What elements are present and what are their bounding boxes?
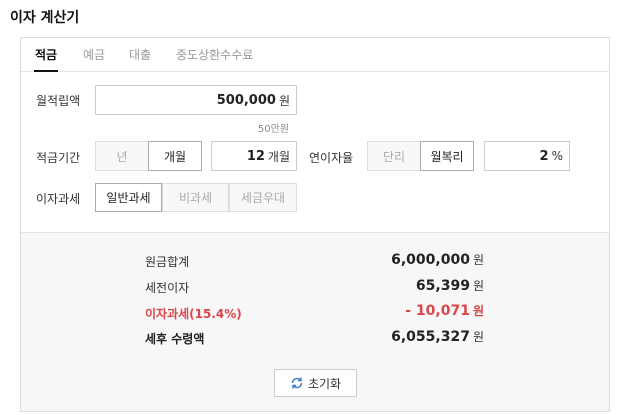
reset-label: 초기화 xyxy=(307,376,342,391)
rate-input[interactable]: 2% xyxy=(484,141,570,171)
reset-button[interactable]: 초기화 xyxy=(274,369,357,397)
tax-label: 이자과세 xyxy=(36,192,81,206)
monthly-amount-input[interactable]: 500,000 원 xyxy=(95,85,297,115)
after-tax-label: 세후 수령액 xyxy=(145,332,205,346)
period-label: 적금기간 xyxy=(36,151,81,165)
after-tax-value: 6,055,327 원 xyxy=(391,329,484,345)
pretax-interest-label: 세전이자 xyxy=(145,281,190,295)
monthly-label: 월적립액 xyxy=(36,94,81,108)
period-value: 12 xyxy=(246,148,265,164)
tax-preferential-option[interactable]: 세금우대 xyxy=(229,183,297,212)
principal-value: 6,000,000 원 xyxy=(391,252,484,268)
tab-bar: 적금 예금 대출 중도상환수수료 xyxy=(21,38,609,72)
period-input[interactable]: 12 개월 xyxy=(211,141,297,171)
page-title: 이자 계산기 xyxy=(10,10,80,26)
tab-deposit[interactable]: 예금 xyxy=(83,48,106,62)
rate-compound-option[interactable]: 월복리 xyxy=(420,141,474,171)
unit: % xyxy=(551,149,563,163)
calculator-card: 적금 예금 대출 중도상환수수료 월적립액 500,000 원 50만원 적금기간… xyxy=(20,37,610,412)
period-month-option[interactable]: 개월 xyxy=(148,141,202,171)
unit: 개월 xyxy=(267,149,290,164)
tab-loan[interactable]: 대출 xyxy=(129,48,152,62)
tab-savings[interactable]: 적금 xyxy=(33,48,59,72)
pretax-interest-value: 65,399 원 xyxy=(415,278,484,294)
refresh-icon xyxy=(291,377,303,389)
principal-label: 원금합계 xyxy=(145,255,190,269)
tax-free-option[interactable]: 비과세 xyxy=(162,183,229,212)
rate-simple-option[interactable]: 단리 xyxy=(367,141,421,171)
period-year-option[interactable]: 년 xyxy=(95,141,149,171)
rate-label: 연이자율 xyxy=(309,151,354,165)
result-panel: 원금합계 6,000,000 원 세전이자 65,399 원 이자과세(15.4%)… xyxy=(21,232,609,411)
monthly-hint: 50만원 xyxy=(257,124,289,135)
monthly-value: 500,000 xyxy=(216,92,276,108)
unit: 원 xyxy=(278,93,290,108)
tab-prepayment-fee[interactable]: 중도상환수수료 xyxy=(176,48,254,62)
rate-value: 2 xyxy=(539,148,549,164)
interest-tax-label: 이자과세(15.4%) xyxy=(145,307,242,321)
tax-general-option[interactable]: 일반과세 xyxy=(95,183,162,212)
interest-tax-value: - 10,071 원 xyxy=(405,303,484,319)
